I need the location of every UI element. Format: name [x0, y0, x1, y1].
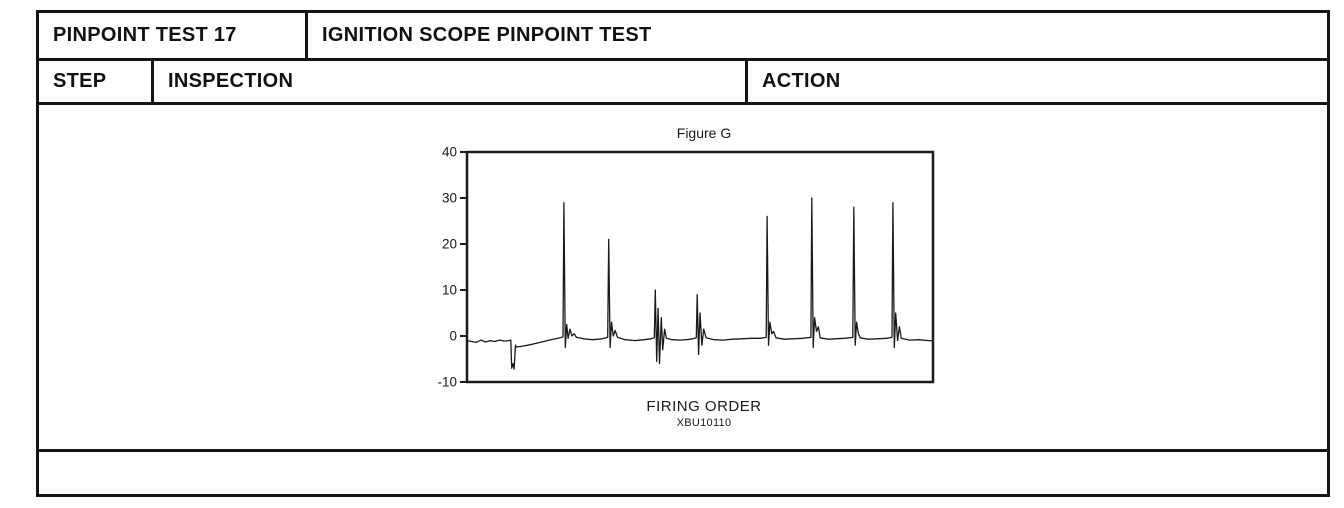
table-title-row: PINPOINT TEST 17 IGNITION SCOPE PINPOINT… [39, 13, 1327, 61]
figure-xlabel: FIRING ORDER [646, 398, 762, 415]
column-header-action: ACTION [745, 61, 1327, 102]
figure-title: Figure G [676, 125, 732, 141]
svg-text:20: 20 [442, 237, 457, 252]
column-header-inspection: INSPECTION [151, 61, 745, 102]
svg-text:30: 30 [442, 191, 457, 206]
svg-text:10: 10 [442, 283, 457, 298]
figure-code: XBU10110 [676, 417, 732, 429]
table-body-row: Figure G 40 30 20 10 0 -10 FIRING ORDER XBU10… [39, 105, 1327, 452]
svg-text:-10: -10 [437, 375, 457, 390]
column-header-step: STEP [53, 70, 107, 92]
test-title-cell: IGNITION SCOPE PINPOINT TEST [305, 13, 1327, 58]
test-id-cell: PINPOINT TEST 17 [53, 24, 237, 46]
ignition-scope-figure: Figure G 40 30 20 10 0 -10 FIRING ORDER XBU10… [425, 125, 941, 429]
svg-text:40: 40 [442, 146, 457, 160]
svg-text:0: 0 [449, 329, 457, 344]
column-header-row: STEP INSPECTION ACTION [39, 61, 1327, 105]
table-footer-row [39, 452, 1327, 494]
scope-plot: 40 30 20 10 0 -10 [437, 146, 935, 390]
pinpoint-test-table: PINPOINT TEST 17 IGNITION SCOPE PINPOINT… [36, 10, 1330, 497]
